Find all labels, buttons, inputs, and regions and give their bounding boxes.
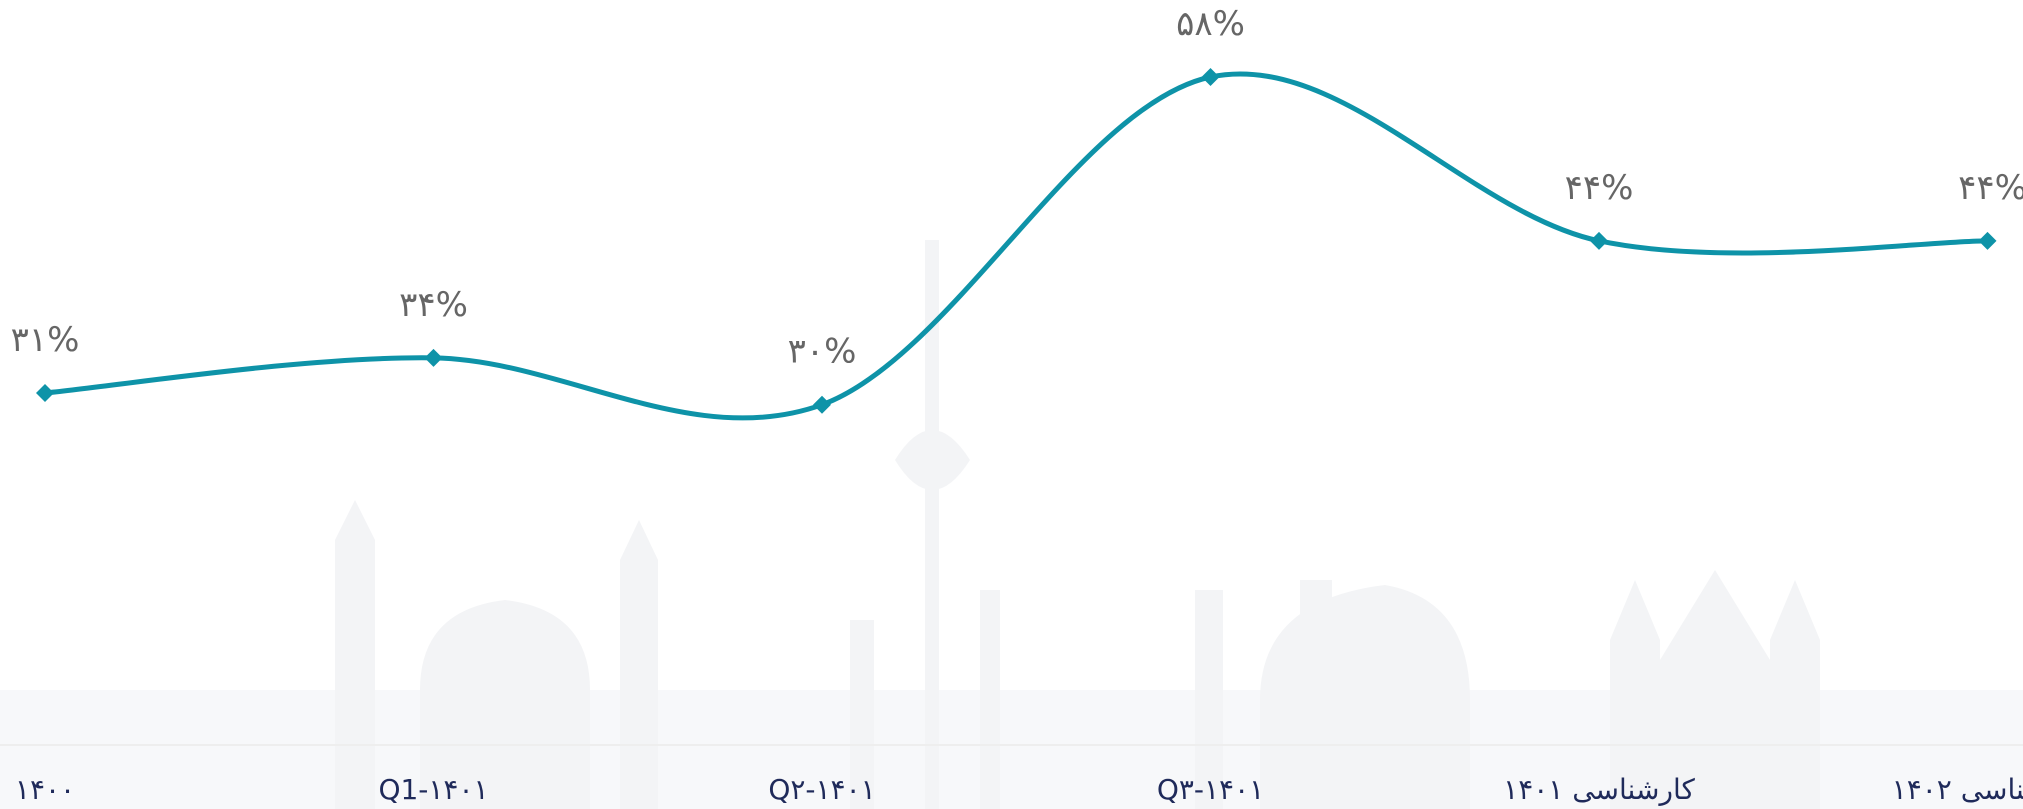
data-label: ۳۱% <box>11 320 80 360</box>
data-label: ۵۸% <box>1176 4 1245 44</box>
skyline-background <box>0 240 2023 809</box>
x-tick-labels-group: ۱۴۰۰ Q1-۱۴۰۱ Q۲-۱۴۰۱ Q۳-۱۴۰۱ کارشناسی ۱۴۰۱ کا… <box>15 773 2023 806</box>
data-point-marker <box>424 348 443 367</box>
x-tick-label: کارشناسی ۱۴۰۲ <box>1892 773 2023 806</box>
data-label: ۴۴% <box>1958 168 2023 208</box>
data-label: ۳۴% <box>399 285 468 325</box>
markers-group <box>36 68 1997 414</box>
x-tick-label: Q1-۱۴۰۱ <box>378 773 488 806</box>
x-tick-label: Q۳-۱۴۰۱ <box>1157 773 1264 806</box>
series-line <box>44 71 1988 421</box>
data-label: ۴۴% <box>1565 168 1634 208</box>
data-labels-group: ۳۱% ۳۴% ۳۰% ۵۸% ۴۴% ۴۴% <box>11 4 2023 372</box>
data-point-marker <box>1201 68 1220 86</box>
x-tick-label: کارشناسی ۱۴۰۱ <box>1503 773 1695 806</box>
data-point-marker <box>36 384 54 402</box>
data-point-marker <box>1590 231 1608 250</box>
x-tick-label: Q۲-۱۴۰۱ <box>768 773 875 806</box>
data-point-marker <box>1978 231 1997 250</box>
data-label: ۳۰% <box>788 332 857 372</box>
data-point-marker <box>813 395 831 414</box>
x-tick-label: ۱۴۰۰ <box>15 773 75 806</box>
